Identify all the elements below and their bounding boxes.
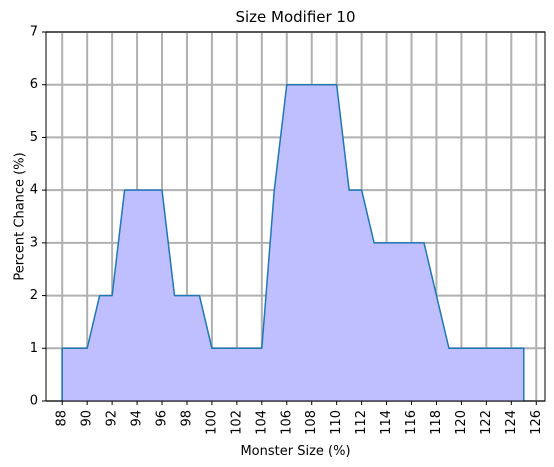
x-axis-label: Monster Size (%)	[240, 444, 350, 459]
x-tick-label: 106	[279, 410, 294, 435]
y-tick-label: 3	[30, 235, 38, 250]
x-tick-label: 124	[504, 410, 519, 435]
x-tick-label: 110	[329, 410, 344, 435]
x-tick-label: 112	[354, 410, 369, 435]
y-axis-label: Percent Chance (%)	[13, 152, 28, 280]
x-tick-label: 94	[130, 410, 145, 427]
x-tick-label: 88	[55, 410, 70, 427]
y-tick-label: 6	[30, 77, 38, 92]
series-line	[61, 83, 525, 401]
x-tick-label: 120	[454, 410, 469, 435]
x-tick-label: 104	[254, 410, 269, 435]
y-tick-label: 0	[30, 394, 38, 409]
x-tick-label: 118	[429, 410, 444, 435]
y-tick-label: 7	[30, 25, 38, 40]
x-axis-ticks: 88 90 92 94 96 98 100 102 104 106 108 110 112 114 116 1…	[55, 401, 544, 435]
area-fill	[62, 84, 524, 402]
x-tick-label: 90	[80, 410, 95, 427]
y-tick-label: 1	[30, 341, 38, 356]
y-axis-ticks: 0 1 2 3 4 5 6 7	[30, 25, 46, 409]
x-tick-label: 100	[204, 410, 219, 435]
x-tick-label: 116	[404, 410, 419, 435]
y-tick-label: 5	[30, 130, 38, 145]
chart-title: Size Modifier 10	[235, 8, 355, 26]
x-tick-label: 102	[229, 410, 244, 435]
plot-frame	[45, 31, 546, 402]
x-tick-label: 114	[379, 410, 394, 435]
y-tick-label: 4	[30, 183, 38, 198]
x-tick-label: 98	[179, 410, 194, 427]
x-tick-label: 92	[105, 410, 120, 427]
x-tick-label: 96	[155, 410, 170, 427]
x-tick-label: 122	[479, 410, 494, 435]
x-tick-label: 108	[304, 410, 319, 435]
y-tick-label: 2	[30, 288, 38, 303]
x-tick-label: 126	[529, 410, 544, 435]
